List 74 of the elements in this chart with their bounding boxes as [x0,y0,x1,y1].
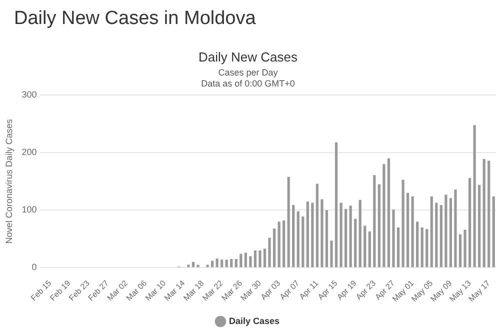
bar [196,264,200,268]
chart-subtitle: Daily New Cases [198,49,298,64]
bar [340,202,342,268]
bar [296,211,300,268]
bar [311,202,314,268]
bar [249,256,252,268]
bar [244,252,247,268]
bar [230,259,233,268]
bar [206,264,209,268]
bar [225,260,228,268]
text: Data as of 0:00 GMT+0 [201,78,295,88]
bar [454,189,457,268]
y-axis-title: Novel Coronavirus Daily Cases [4,118,14,244]
bar [272,228,276,268]
bar [258,250,262,268]
bar [302,216,304,268]
bar [416,222,419,268]
bar [373,175,376,268]
bar [354,218,357,268]
bar [344,209,348,268]
bar [382,164,386,268]
bar [278,222,280,268]
bar [458,234,462,268]
bar [435,202,438,268]
bar [426,229,428,268]
bar [254,250,257,268]
bar [216,258,218,268]
bar [378,184,380,268]
legend-label: Daily Cases [228,316,280,326]
bar [492,196,495,268]
bar [392,210,395,268]
bar [430,196,433,268]
bar [211,260,214,268]
bar [187,264,190,268]
bar [387,158,390,268]
bar [396,227,400,268]
bar [282,220,286,268]
bar [406,192,410,268]
bar [316,184,319,268]
bar [240,254,242,268]
bar [420,227,424,268]
bar [488,160,490,268]
bar [334,142,338,268]
bar [440,205,442,268]
bar [268,238,271,268]
y-tick-label: 0 [32,262,37,272]
bar [402,180,404,268]
bar [263,248,266,268]
bar [478,184,481,268]
bar [234,259,238,268]
bar [449,198,452,268]
bar [306,202,309,268]
bar [320,199,324,268]
bar [368,231,371,268]
bar [292,205,295,268]
bar [287,176,290,268]
bar [330,240,333,268]
bar [444,194,448,268]
y-tick-label: 100 [22,204,37,215]
bar [473,125,476,268]
bar [220,260,224,268]
bar [468,178,472,268]
bar [464,230,466,268]
bar [358,200,362,268]
bar [192,262,195,268]
bar [364,226,366,268]
text: Cases per Day [218,67,278,78]
y-tick-label: 300 [22,90,37,100]
bar [482,159,486,268]
y-tick-label: 200 [22,147,37,158]
bar [411,196,414,268]
chart-title: Daily New Cases in Moldova [14,8,256,30]
bar [325,210,328,268]
bar [349,206,352,268]
